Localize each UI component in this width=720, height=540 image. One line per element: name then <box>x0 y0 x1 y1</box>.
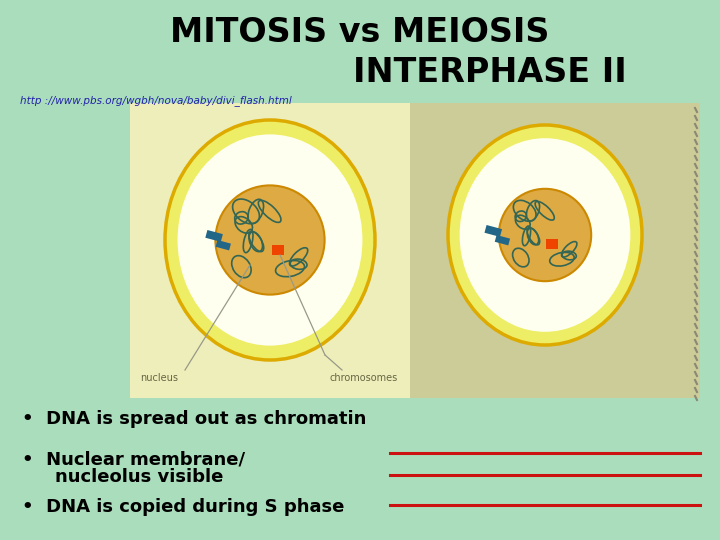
Ellipse shape <box>499 189 591 281</box>
Text: chromosomes: chromosomes <box>330 373 398 383</box>
Text: INTERPHASE II: INTERPHASE II <box>353 56 627 89</box>
Bar <box>130 103 410 398</box>
Text: nucleus: nucleus <box>140 373 178 383</box>
Text: nucleolus visible: nucleolus visible <box>55 468 223 486</box>
Text: •  Nuclear membrane/: • Nuclear membrane/ <box>22 450 245 468</box>
Bar <box>410 103 700 398</box>
Ellipse shape <box>165 120 375 360</box>
Bar <box>205 230 223 242</box>
Bar <box>215 240 231 251</box>
Text: •  DNA is spread out as chromatin: • DNA is spread out as chromatin <box>22 410 366 428</box>
Ellipse shape <box>459 138 631 332</box>
Text: MITOSIS vs MEIOSIS: MITOSIS vs MEIOSIS <box>171 16 549 49</box>
Bar <box>495 235 510 245</box>
Ellipse shape <box>178 134 362 346</box>
Bar <box>546 239 557 249</box>
Bar <box>485 225 502 237</box>
Text: http ://www.pbs.org/wgbh/nova/baby/divi_flash.html: http ://www.pbs.org/wgbh/nova/baby/divi_… <box>20 95 292 106</box>
Bar <box>272 245 284 255</box>
Ellipse shape <box>448 125 642 345</box>
Ellipse shape <box>215 185 325 295</box>
Text: •  DNA is copied during S phase: • DNA is copied during S phase <box>22 498 344 516</box>
